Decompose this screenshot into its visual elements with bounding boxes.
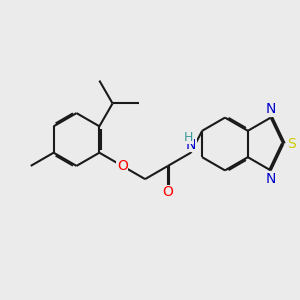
- Text: N: N: [266, 172, 276, 186]
- Text: O: O: [117, 159, 128, 173]
- Text: N: N: [186, 138, 196, 152]
- Text: H: H: [184, 130, 193, 144]
- Text: N: N: [266, 102, 276, 116]
- Text: S: S: [287, 137, 296, 151]
- Text: O: O: [163, 185, 173, 199]
